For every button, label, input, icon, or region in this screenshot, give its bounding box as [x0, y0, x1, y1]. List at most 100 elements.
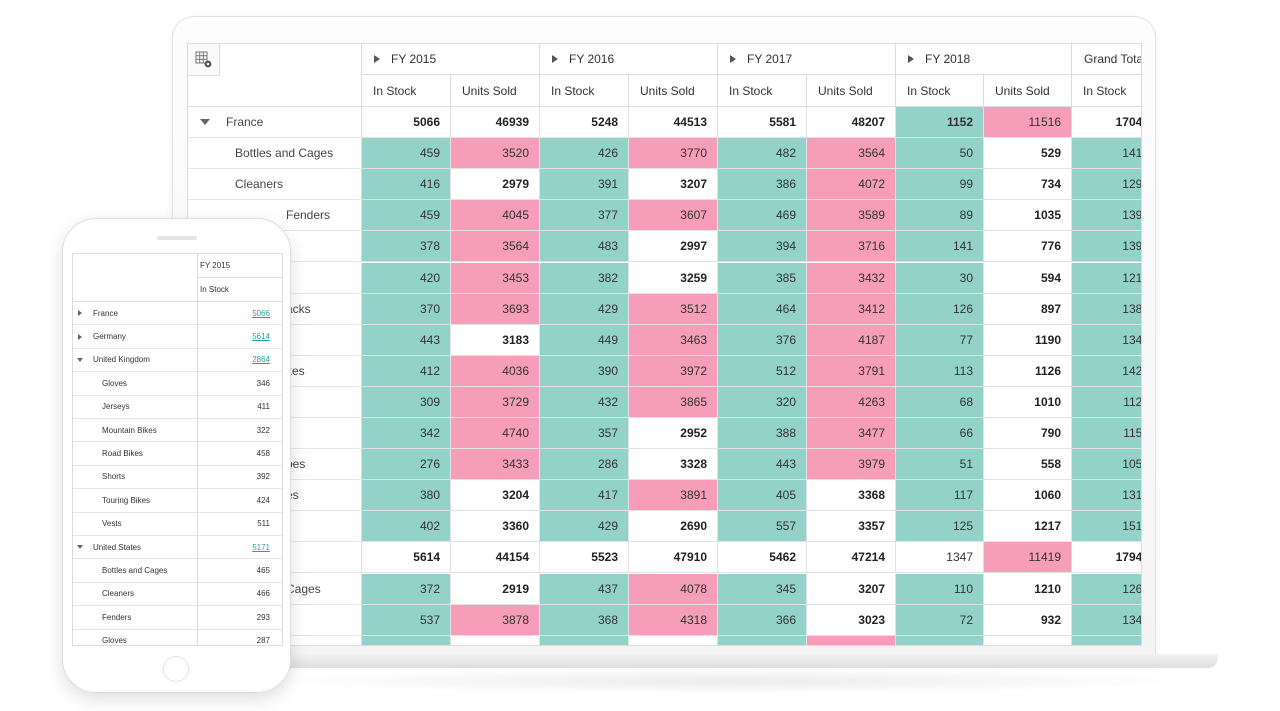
value-cell[interactable]	[451, 635, 540, 645]
value-cell[interactable]: 3368	[807, 480, 896, 512]
value-cell[interactable]: 3564	[451, 231, 540, 263]
value-cell[interactable]: 437	[540, 573, 629, 605]
year-header[interactable]: FY 2016	[540, 44, 718, 75]
value-cell[interactable]: 345	[718, 573, 807, 605]
mobile-country-row[interactable]: France 5066	[73, 302, 282, 326]
value-cell[interactable]: 113	[896, 355, 984, 387]
value-cell[interactable]: 1345	[1072, 324, 1141, 356]
value-cell[interactable]: 443	[718, 449, 807, 481]
value-cell[interactable]: 357	[540, 418, 629, 450]
value-cell[interactable]: 3791	[807, 355, 896, 387]
value-cell[interactable]: 3729	[451, 386, 540, 418]
value-cell[interactable]: 17047	[1072, 107, 1141, 139]
value-cell[interactable]: 459	[362, 200, 451, 232]
value-cell[interactable]: 426	[540, 138, 629, 170]
year-header[interactable]: FY 2017	[718, 44, 896, 75]
value-cell[interactable]: 50	[896, 138, 984, 170]
measure-header[interactable]: Units Sold	[451, 75, 540, 107]
value-cell[interactable]: 3607	[629, 200, 718, 232]
value-cell[interactable]: 4036	[451, 355, 540, 387]
collapse-arrow-icon[interactable]	[77, 357, 83, 362]
value-cell[interactable]: 378	[362, 231, 451, 263]
value-cell[interactable]: 380	[362, 480, 451, 512]
value-cell[interactable]: 46939	[451, 107, 540, 139]
expand-arrow-icon[interactable]	[908, 55, 914, 63]
mobile-country-row[interactable]: United Kingdom 2864	[73, 348, 282, 373]
expand-arrow-icon[interactable]	[78, 333, 82, 340]
value-cell[interactable]: 1126	[984, 355, 1072, 387]
value-cell[interactable]: 3979	[807, 449, 896, 481]
value-cell[interactable]	[540, 635, 629, 645]
value-cell[interactable]: 3878	[451, 604, 540, 636]
value-cell[interactable]: 3770	[629, 138, 718, 170]
phone-home-button[interactable]	[163, 656, 189, 682]
value-cell[interactable]: 443	[362, 324, 451, 356]
value-cell[interactable]: 3972	[629, 355, 718, 387]
mobile-value-link[interactable]: 5171	[252, 542, 270, 552]
value-cell[interactable]: 4045	[451, 200, 540, 232]
value-cell[interactable]: 3693	[451, 293, 540, 325]
value-cell[interactable]: 376	[718, 324, 807, 356]
value-cell[interactable]: 48207	[807, 107, 896, 139]
value-cell[interactable]: 1056	[1072, 449, 1141, 481]
value-cell[interactable]: 529	[984, 138, 1072, 170]
mobile-value-link[interactable]: 5614	[252, 332, 270, 342]
value-cell[interactable]: 77	[896, 324, 984, 356]
value-cell[interactable]: 405	[718, 480, 807, 512]
value-cell[interactable]: 4187	[807, 324, 896, 356]
value-cell[interactable]: 382	[540, 262, 629, 294]
value-cell[interactable]: 3023	[807, 604, 896, 636]
expand-arrow-icon[interactable]	[730, 55, 736, 63]
value-cell[interactable]: 309	[362, 386, 451, 418]
value-cell[interactable]: 390	[540, 355, 629, 387]
year-header[interactable]: FY 2015	[362, 44, 540, 75]
mobile-measure-header[interactable]: In Stock	[198, 278, 282, 302]
value-cell[interactable]: 429	[540, 511, 629, 543]
value-cell[interactable]: 512	[718, 355, 807, 387]
value-cell[interactable]: 1010	[984, 386, 1072, 418]
value-cell[interactable]: 141	[896, 231, 984, 263]
value-cell[interactable]: 469	[718, 200, 807, 232]
value-cell[interactable]: 4318	[629, 604, 718, 636]
value-cell[interactable]: 1389	[1072, 293, 1141, 325]
mobile-country-row[interactable]: Germany 5614	[73, 325, 282, 349]
value-cell[interactable]: 4072	[807, 169, 896, 201]
value-cell[interactable]: 394	[718, 231, 807, 263]
value-cell[interactable]: 5523	[540, 542, 629, 574]
value-cell[interactable]: 286	[540, 449, 629, 481]
value-cell[interactable]: 5614	[362, 542, 451, 574]
value-cell[interactable]: 3412	[807, 293, 896, 325]
mobile-row-header[interactable]: Germany	[73, 325, 198, 348]
value-cell[interactable]: 402	[362, 511, 451, 543]
value-cell[interactable]: 1513	[1072, 511, 1141, 543]
value-cell[interactable]: 99	[896, 169, 984, 201]
value-cell[interactable]: 5581	[718, 107, 807, 139]
value-cell[interactable]: 417	[540, 480, 629, 512]
value-cell[interactable]: 3328	[629, 449, 718, 481]
measure-header[interactable]: Units Sold	[629, 75, 718, 107]
value-cell[interactable]: 2919	[451, 573, 540, 605]
value-cell[interactable]: 320	[718, 386, 807, 418]
value-cell[interactable]: 66	[896, 418, 984, 450]
value-cell[interactable]	[362, 635, 451, 645]
value-cell[interactable]: 3432	[807, 262, 896, 294]
value-cell[interactable]: 11516	[984, 107, 1072, 139]
value-cell[interactable]: 30	[896, 262, 984, 294]
value-cell[interactable]: 385	[718, 262, 807, 294]
mobile-row-header[interactable]: United Kingdom	[73, 348, 198, 372]
value-cell[interactable]: 1035	[984, 200, 1072, 232]
mobile-row-header[interactable]: United States	[73, 536, 198, 559]
mobile-country-row[interactable]: United States 5171	[73, 536, 282, 560]
value-cell[interactable]: 3564	[807, 138, 896, 170]
value-cell[interactable]: 5462	[718, 542, 807, 574]
value-cell[interactable]: 594	[984, 262, 1072, 294]
value-cell[interactable]: 790	[984, 418, 1072, 450]
value-cell[interactable]: 1347	[896, 542, 984, 574]
value-cell[interactable]: 51	[896, 449, 984, 481]
measure-header[interactable]: In Stock	[1072, 75, 1141, 107]
value-cell[interactable]: 537	[362, 604, 451, 636]
value-cell[interactable]: 1217	[984, 511, 1072, 543]
collapse-arrow-icon[interactable]	[200, 119, 210, 126]
expand-arrow-icon[interactable]	[78, 310, 82, 317]
value-cell[interactable]: 734	[984, 169, 1072, 201]
